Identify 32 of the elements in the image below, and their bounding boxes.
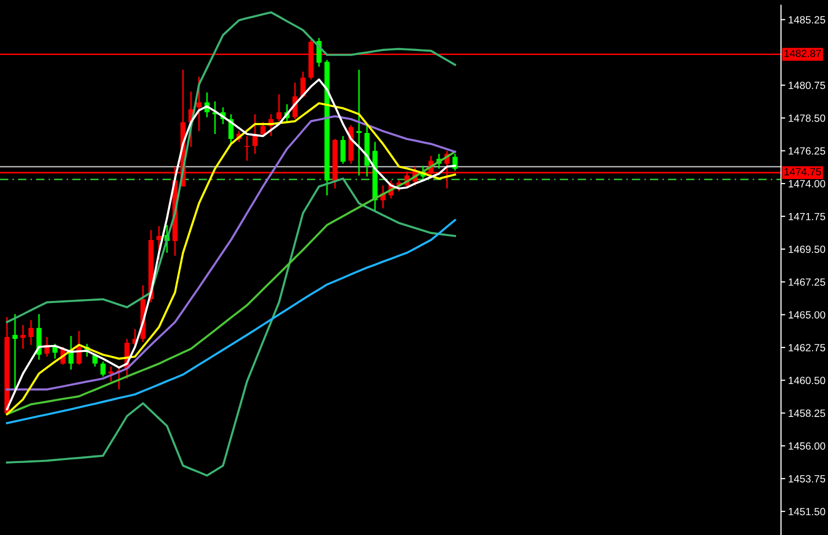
y-tick-label: 1480.75: [788, 82, 826, 90]
line-series: [6, 11, 456, 324]
candlestick: [340, 135, 346, 164]
y-tick-label: 1456.00: [788, 442, 826, 450]
y-tick-label: 1460.50: [788, 376, 826, 384]
y-tick-label: 1476.25: [788, 147, 826, 155]
y-tick-label: 1458.25: [788, 410, 826, 417]
y-tick-label: 1465.00: [788, 311, 826, 319]
candlestick: [196, 76, 202, 132]
candlestick: [260, 122, 266, 138]
candlestick: [100, 360, 106, 378]
ref-line-label: 1482.87: [784, 50, 821, 58]
y-tick-label: 1467.25: [788, 278, 826, 286]
y-tick-label: 1462.75: [788, 344, 826, 352]
ref-line-label: 1474.75: [784, 168, 821, 176]
y-tick-label: 1453.75: [788, 475, 826, 482]
candlestick: [356, 69, 362, 176]
y-tick-label: 1469.50: [788, 246, 826, 253]
candlestick: [244, 135, 250, 162]
candlestick: [276, 94, 282, 122]
candlestick: [12, 313, 18, 390]
y-tick-label: 1478.50: [788, 114, 826, 122]
line-series: [6, 178, 456, 477]
candlestick: [108, 366, 114, 382]
y-tick-label: 1485.25: [788, 16, 826, 24]
y-tick-label: 1471.75: [788, 212, 826, 220]
y-tick-label: 1474.00: [788, 180, 826, 188]
line-series: [6, 150, 456, 416]
y-tick-label: 1451.50: [788, 508, 826, 516]
candlestick: [20, 324, 26, 350]
candlestick: [28, 319, 34, 346]
line-series: [6, 219, 456, 424]
